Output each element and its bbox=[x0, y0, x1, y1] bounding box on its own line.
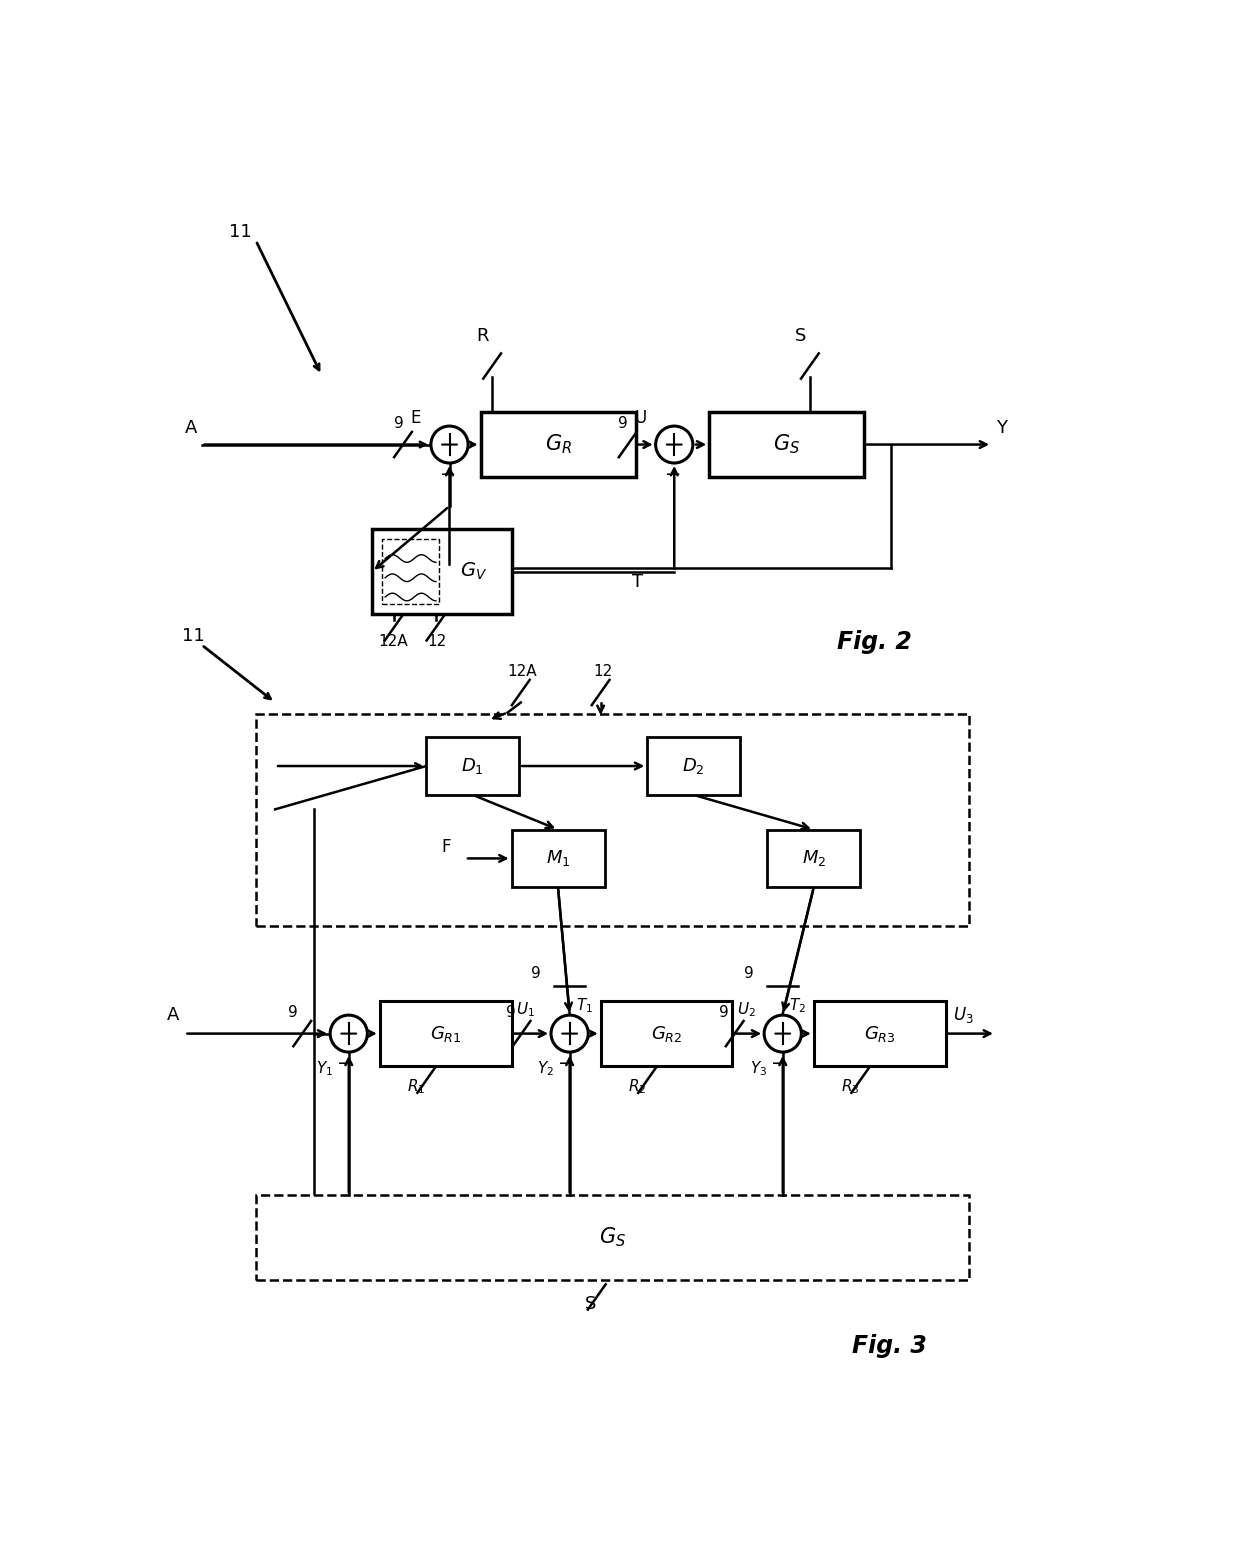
Text: 9: 9 bbox=[531, 966, 541, 981]
Text: $T_2$: $T_2$ bbox=[789, 997, 806, 1015]
Text: −: − bbox=[665, 465, 681, 484]
Text: $G_V$: $G_V$ bbox=[460, 561, 487, 582]
Bar bbox=[709, 412, 864, 477]
Text: $G_S$: $G_S$ bbox=[773, 432, 800, 456]
Text: 11: 11 bbox=[228, 222, 252, 241]
Text: 9: 9 bbox=[619, 415, 629, 431]
Text: $R_1$: $R_1$ bbox=[407, 1078, 425, 1096]
Text: $T_1$: $T_1$ bbox=[575, 997, 593, 1015]
Text: $G_{R3}$: $G_{R3}$ bbox=[864, 1023, 895, 1043]
Text: S: S bbox=[585, 1295, 596, 1314]
Bar bbox=[427, 737, 520, 795]
Bar bbox=[372, 529, 511, 614]
Bar bbox=[768, 829, 861, 888]
Text: E: E bbox=[410, 409, 420, 428]
Text: Y: Y bbox=[996, 418, 1007, 437]
Text: 9: 9 bbox=[744, 966, 754, 981]
Text: 12: 12 bbox=[428, 634, 448, 650]
Text: R: R bbox=[476, 327, 489, 345]
Bar bbox=[600, 1001, 733, 1067]
Text: −: − bbox=[558, 1054, 574, 1073]
Text: $U_3$: $U_3$ bbox=[954, 1005, 973, 1025]
Text: Fig. 2: Fig. 2 bbox=[837, 630, 911, 653]
Circle shape bbox=[330, 1015, 367, 1053]
Text: $D_1$: $D_1$ bbox=[461, 756, 484, 776]
Text: $Y_2$: $Y_2$ bbox=[537, 1059, 554, 1078]
Text: 9: 9 bbox=[719, 1005, 729, 1020]
Text: $G_{R2}$: $G_{R2}$ bbox=[651, 1023, 682, 1043]
Bar bbox=[511, 829, 605, 888]
Bar bbox=[647, 737, 740, 795]
Bar bbox=[813, 1001, 945, 1067]
Text: U: U bbox=[635, 409, 647, 428]
Text: 12: 12 bbox=[593, 664, 613, 678]
Text: A: A bbox=[166, 1006, 179, 1023]
Circle shape bbox=[551, 1015, 588, 1053]
Text: $U_1$: $U_1$ bbox=[516, 1000, 534, 1019]
Text: 9: 9 bbox=[394, 415, 403, 431]
Circle shape bbox=[432, 426, 469, 463]
Text: −: − bbox=[771, 1054, 787, 1073]
Text: $G_S$: $G_S$ bbox=[599, 1225, 626, 1250]
Text: $M_2$: $M_2$ bbox=[801, 849, 826, 868]
Text: F: F bbox=[441, 838, 451, 857]
Circle shape bbox=[656, 426, 693, 463]
Text: $G_{R1}$: $G_{R1}$ bbox=[430, 1023, 461, 1043]
Text: $D_2$: $D_2$ bbox=[682, 756, 704, 776]
Text: $Y_3$: $Y_3$ bbox=[750, 1059, 768, 1078]
Text: $U_2$: $U_2$ bbox=[737, 1000, 756, 1019]
Text: A: A bbox=[185, 418, 197, 437]
Text: Fig. 3: Fig. 3 bbox=[853, 1334, 928, 1358]
Bar bbox=[255, 714, 968, 925]
Text: $R_3$: $R_3$ bbox=[841, 1078, 859, 1096]
Bar bbox=[379, 1001, 511, 1067]
Text: 9: 9 bbox=[288, 1005, 298, 1020]
Text: T: T bbox=[631, 572, 642, 591]
Text: S: S bbox=[795, 327, 806, 345]
Text: 12A: 12A bbox=[378, 634, 408, 650]
Bar bbox=[481, 412, 635, 477]
Text: $G_R$: $G_R$ bbox=[544, 432, 572, 456]
Text: $R_2$: $R_2$ bbox=[627, 1078, 646, 1096]
Circle shape bbox=[764, 1015, 801, 1053]
Text: 11: 11 bbox=[182, 627, 205, 645]
Bar bbox=[255, 1196, 968, 1280]
Text: −: − bbox=[440, 465, 456, 484]
Text: 9: 9 bbox=[506, 1005, 516, 1020]
Text: $Y_1$: $Y_1$ bbox=[316, 1059, 334, 1078]
Text: 12A: 12A bbox=[507, 664, 537, 678]
Text: $M_1$: $M_1$ bbox=[546, 849, 570, 868]
Text: −: − bbox=[337, 1054, 353, 1073]
Bar bbox=[382, 540, 439, 603]
